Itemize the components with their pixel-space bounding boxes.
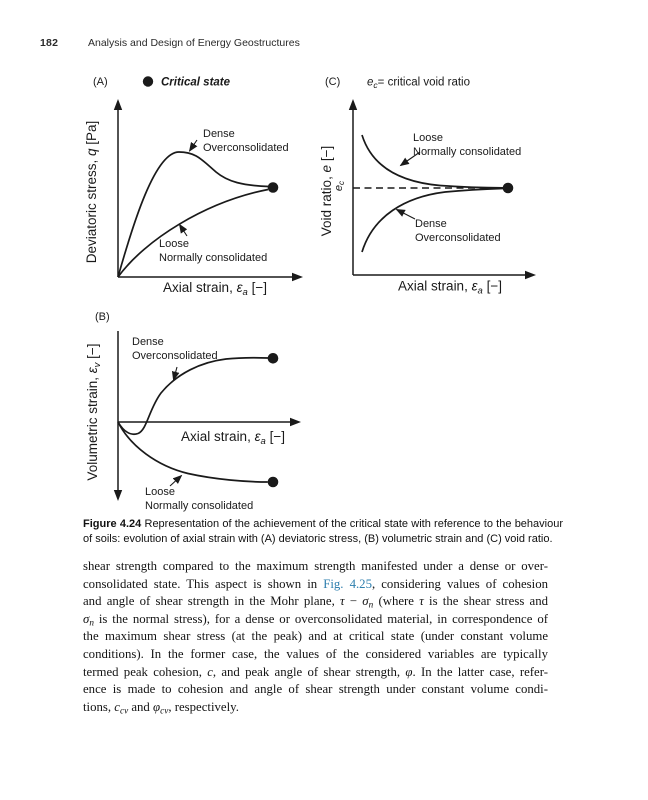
dense-overconsolidated-curve [117, 356, 269, 436]
text-run: , considering values of cohesion [371, 576, 549, 591]
y-axis-arrow-icon [348, 99, 358, 110]
y-axis-label: Volumetric strain, εv [−] [85, 343, 103, 480]
body-paragraph: shear strength compared to the maximum s… [83, 558, 548, 716]
x-axis-arrow-icon [292, 272, 303, 282]
text-run: and angle of shear strength in the Mohr … [83, 594, 341, 609]
text-run: consolidated state. This aspect is shown… [83, 576, 324, 591]
text-run: σ [83, 611, 90, 626]
text-run: and [128, 699, 154, 714]
text-run: φ [405, 664, 413, 679]
figure-caption: Figure 4.24 Representation of the achiev… [83, 517, 563, 547]
loose-label-line1: Loose [145, 486, 175, 498]
figure-panel-b: (B) Dense Overconsolidated Loose Normall… [85, 311, 301, 512]
text-line: ence is made to cohesion and angle of sh… [83, 681, 548, 699]
dense-overconsolidated-curve [361, 187, 504, 253]
y-axis-arrow-icon [113, 490, 123, 501]
text-run: . In the latter case, refer- [412, 664, 548, 679]
panel-c-tag: (C) [325, 76, 340, 88]
critical-state-point [502, 182, 514, 194]
dense-label-line1: Dense [203, 128, 235, 140]
dense-annotation-arrow-icon [188, 139, 198, 152]
figure-panel-a: (A) Critical state Dense Overconsolidate… [85, 76, 303, 298]
dense-label-line2: Overconsolidated [132, 350, 218, 362]
loose-label-line2: Normally consolidated [145, 500, 253, 512]
text-run: shear strength compared to the maximum s… [83, 559, 548, 573]
text-run: n [89, 617, 94, 628]
caption-line: of soils: evolution of axial strain with… [83, 532, 563, 547]
text-run: τ [340, 594, 345, 609]
dense-label-line2: Overconsolidated [415, 232, 501, 244]
text-run: is the shear stress and [423, 594, 548, 609]
running-title: Analysis and Design of Energy Geostructu… [88, 37, 300, 49]
panel-b-tag: (B) [95, 311, 110, 323]
text-run: Representation of the achievement of the… [141, 518, 564, 530]
page-number: 182 [40, 37, 59, 49]
fig-4-25-link[interactable]: Fig. 4.25 [323, 576, 372, 591]
text-line: consolidated state. This aspect is shown… [83, 576, 548, 594]
x-axis-label: Axial strain, εa [−] [163, 280, 267, 298]
critical-state-point-dense [267, 353, 279, 364]
loose-label-line1: Loose [159, 238, 189, 250]
text-line: conditions). In the former case, the val… [83, 646, 548, 664]
text-run: , respectively. [168, 699, 239, 714]
text-run: termed peak cohesion, [83, 664, 208, 679]
loose-annotation-arrow-icon [399, 151, 421, 167]
text-run: is the normal stress), for a dense or ov… [93, 611, 548, 626]
x-axis-arrow-icon [290, 417, 301, 427]
text-line: termed peak cohesion, c, and peak angle … [83, 664, 548, 682]
text-run: tions, [83, 699, 115, 714]
loose-normally-consolidated-curve [117, 421, 268, 483]
critical-state-legend-dot [142, 76, 154, 87]
text-run: ence is made to cohesion and angle of sh… [83, 682, 548, 697]
panel-a-tag: (A) [93, 76, 108, 88]
dense-label-line2: Overconsolidated [203, 142, 289, 154]
dense-annotation-arrow-icon [395, 209, 416, 220]
dense-label-line1: Dense [415, 218, 447, 230]
text-run: cv [160, 705, 169, 716]
text-line: the maximum shear stress (at the peak) a… [83, 628, 548, 646]
text-run: cv [119, 705, 129, 716]
loose-label-line2: Normally consolidated [413, 146, 521, 158]
y-axis-label: Deviatoric stress, q [Pa] [85, 121, 99, 264]
text-run: (where [373, 594, 420, 609]
text-run: conditions). In the former case, the val… [83, 646, 548, 661]
dense-annotation-arrow-icon [171, 366, 180, 381]
ec-tick-label: ec [333, 181, 346, 191]
critical-state-point-loose [267, 476, 279, 488]
x-axis-label: Axial strain, εa [−] [398, 279, 502, 297]
caption-line: Figure 4.24 Representation of the achiev… [83, 517, 563, 532]
text-line: σn is the normal stress), for a dense or… [83, 611, 548, 629]
critical-void-ratio-legend: ec= critical void ratio [367, 77, 470, 91]
figure-panel-c: (C) ec= critical void ratio ec Loose Nor… [320, 76, 536, 297]
loose-label-line1: Loose [413, 132, 443, 144]
text-run: the maximum shear stress (at the peak) a… [83, 629, 548, 644]
text-run: n [368, 599, 374, 610]
text-run: σ [362, 594, 369, 609]
loose-annotation-arrow-icon [178, 223, 188, 237]
x-axis-label: Axial strain, εa [−] [181, 429, 285, 447]
text-run: of soils: evolution of axial strain with… [83, 533, 553, 546]
text-run: Figure 4.24 [83, 518, 142, 530]
critical-state-legend-label: Critical state [161, 77, 231, 89]
text-run: − [344, 594, 363, 609]
text-run: c [207, 664, 213, 679]
text-run: c [114, 699, 120, 714]
running-head: 182 Analysis and Design of Energy Geostr… [40, 37, 600, 49]
text-run: τ [419, 594, 424, 609]
loose-normally-consolidated-curve [361, 134, 504, 189]
y-axis-arrow-icon [113, 99, 123, 110]
text-line: and angle of shear strength in the Mohr … [83, 593, 548, 611]
loose-label-line2: Normally consolidated [159, 252, 267, 264]
dense-overconsolidated-curve [117, 151, 269, 278]
text-line: tions, ccv and φcv, respectively. [83, 699, 548, 717]
text-run: φ [153, 699, 161, 714]
dense-label-line1: Dense [132, 336, 164, 348]
critical-state-point [267, 182, 279, 193]
y-axis-label: Void ratio, e [−] [320, 146, 334, 236]
text-run: , and peak angle of shear strength, [212, 664, 406, 679]
text-line: shear strength compared to the maximum s… [83, 558, 548, 576]
x-axis-arrow-icon [525, 270, 536, 280]
loose-annotation-arrow-icon [169, 474, 183, 487]
